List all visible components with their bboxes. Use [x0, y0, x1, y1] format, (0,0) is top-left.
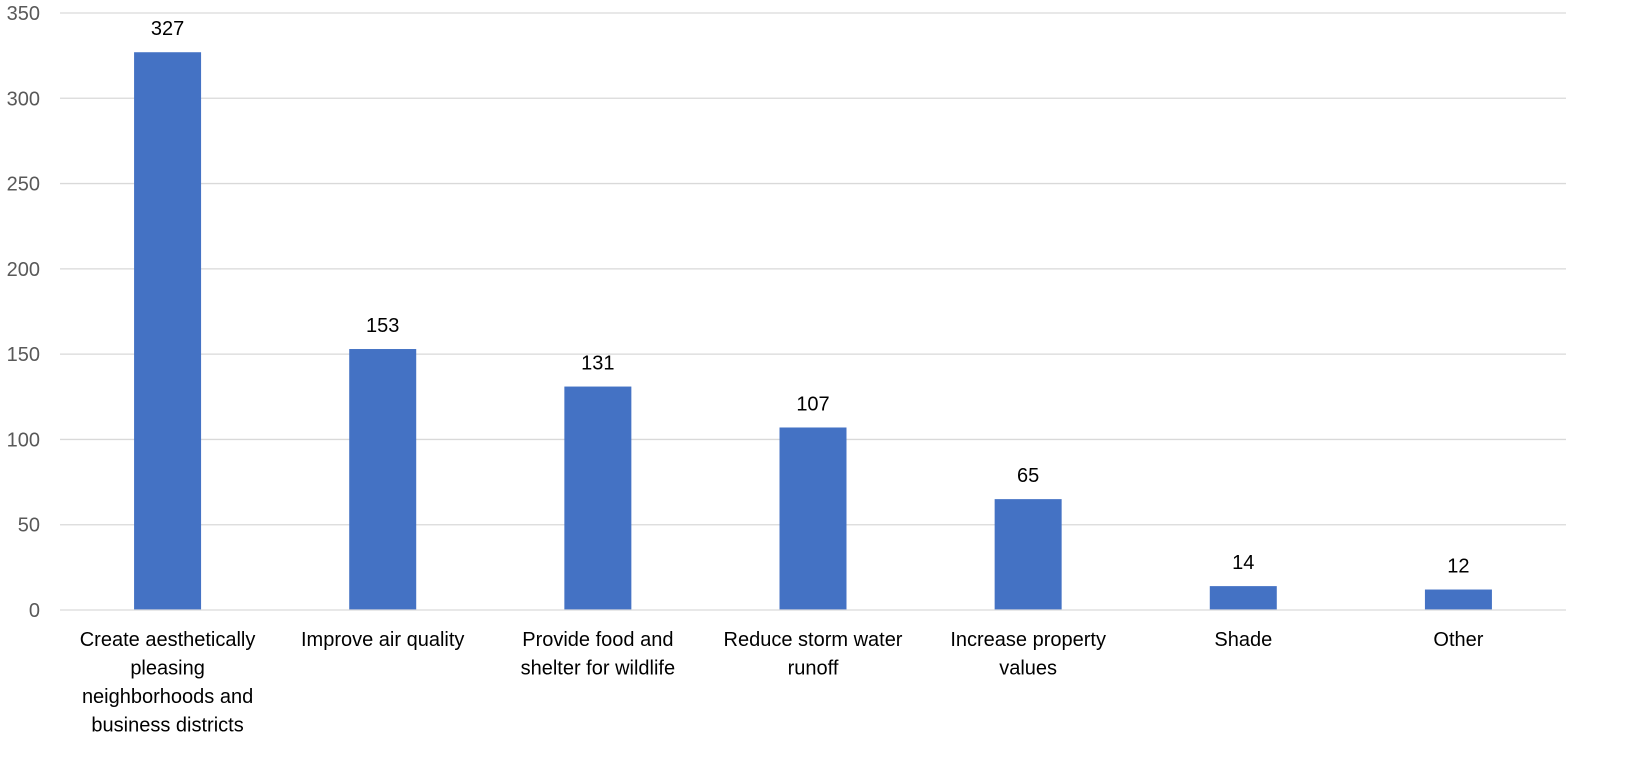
x-tick-label: Provide food and shelter for wildlife [521, 629, 676, 680]
y-tick-label: 100 [7, 429, 40, 451]
data-label: 14 [1232, 552, 1254, 574]
x-tick-label-line: pleasing [130, 658, 205, 680]
x-tick-label-line: Provide food and [522, 629, 673, 651]
y-axis: 0 50 100 150 200 250 300 350 [7, 3, 40, 622]
x-tick-label-line: Other [1433, 629, 1483, 651]
y-tick-label: 50 [18, 515, 40, 537]
data-label: 153 [366, 315, 399, 337]
y-tick-label: 200 [7, 259, 40, 281]
bar [994, 499, 1062, 610]
bar [134, 52, 202, 610]
bar [1209, 586, 1277, 610]
bars [134, 52, 1492, 610]
bar [564, 386, 632, 610]
bar [1424, 589, 1492, 610]
data-label: 12 [1447, 556, 1469, 578]
x-tick-label: Other [1433, 629, 1483, 651]
x-tick-label-line: neighborhoods and [82, 686, 253, 708]
x-tick-label-line: business districts [91, 715, 243, 737]
x-tick-label-line: Reduce storm water [724, 629, 903, 651]
x-tick-label-line: shelter for wildlife [521, 658, 676, 680]
y-tick-label: 300 [7, 88, 40, 110]
x-tick-label: Reduce storm water runoff [724, 629, 903, 680]
data-label: 107 [796, 393, 829, 415]
y-tick-label: 0 [29, 600, 40, 622]
data-label: 131 [581, 353, 614, 375]
bar [779, 427, 847, 610]
bar [349, 349, 417, 610]
x-tick-label: Create aesthetically pleasing neighborhood… [80, 629, 256, 737]
y-tick-label: 150 [7, 344, 40, 366]
x-tick-label-line: Increase property [950, 629, 1106, 651]
x-tick-label-line: Create aesthetically [80, 629, 256, 651]
x-tick-label-line: Shade [1214, 629, 1272, 651]
x-tick-label: Shade [1214, 629, 1272, 651]
gridlines [60, 12, 1566, 526]
x-tick-label-line: Improve air quality [301, 629, 464, 651]
y-tick-label: 350 [7, 3, 40, 25]
x-axis: Create aesthetically pleasing neighborhood… [60, 609, 1566, 737]
data-labels: 327 153 131 107 65 14 12 [151, 18, 1470, 577]
x-tick-label-line: runoff [788, 658, 839, 680]
x-tick-label-line: values [999, 658, 1057, 680]
y-tick-label: 250 [7, 174, 40, 196]
x-tick-label: Increase property values [950, 629, 1106, 680]
data-label: 327 [151, 18, 184, 40]
x-tick-label: Improve air quality [301, 629, 464, 651]
data-label: 65 [1017, 465, 1039, 487]
